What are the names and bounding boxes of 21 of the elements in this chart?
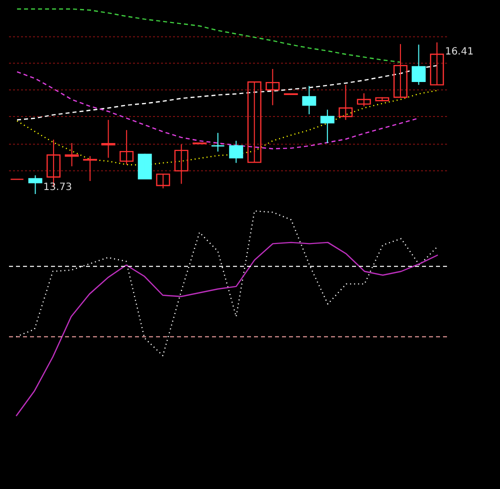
candlestick	[247, 81, 262, 163]
candlestick	[393, 44, 408, 98]
candlestick	[320, 109, 334, 144]
candlestick	[302, 85, 316, 115]
candlestick	[156, 174, 170, 189]
candlestick	[210, 132, 225, 152]
candlestick	[266, 68, 280, 106]
candlestick	[28, 174, 42, 194]
candlestick	[412, 44, 426, 86]
candlestick	[430, 42, 444, 86]
annotation: 13.73	[43, 182, 72, 193]
candlestick	[229, 140, 244, 164]
candlestick	[64, 142, 79, 167]
annotation: 16.41	[444, 46, 474, 58]
candlestick	[138, 153, 152, 180]
candlestick	[120, 130, 134, 166]
candlestick	[174, 144, 188, 184]
candlestick	[338, 84, 353, 120]
candlestick	[356, 92, 371, 107]
candlestick	[101, 119, 116, 158]
candlestick	[83, 156, 98, 182]
